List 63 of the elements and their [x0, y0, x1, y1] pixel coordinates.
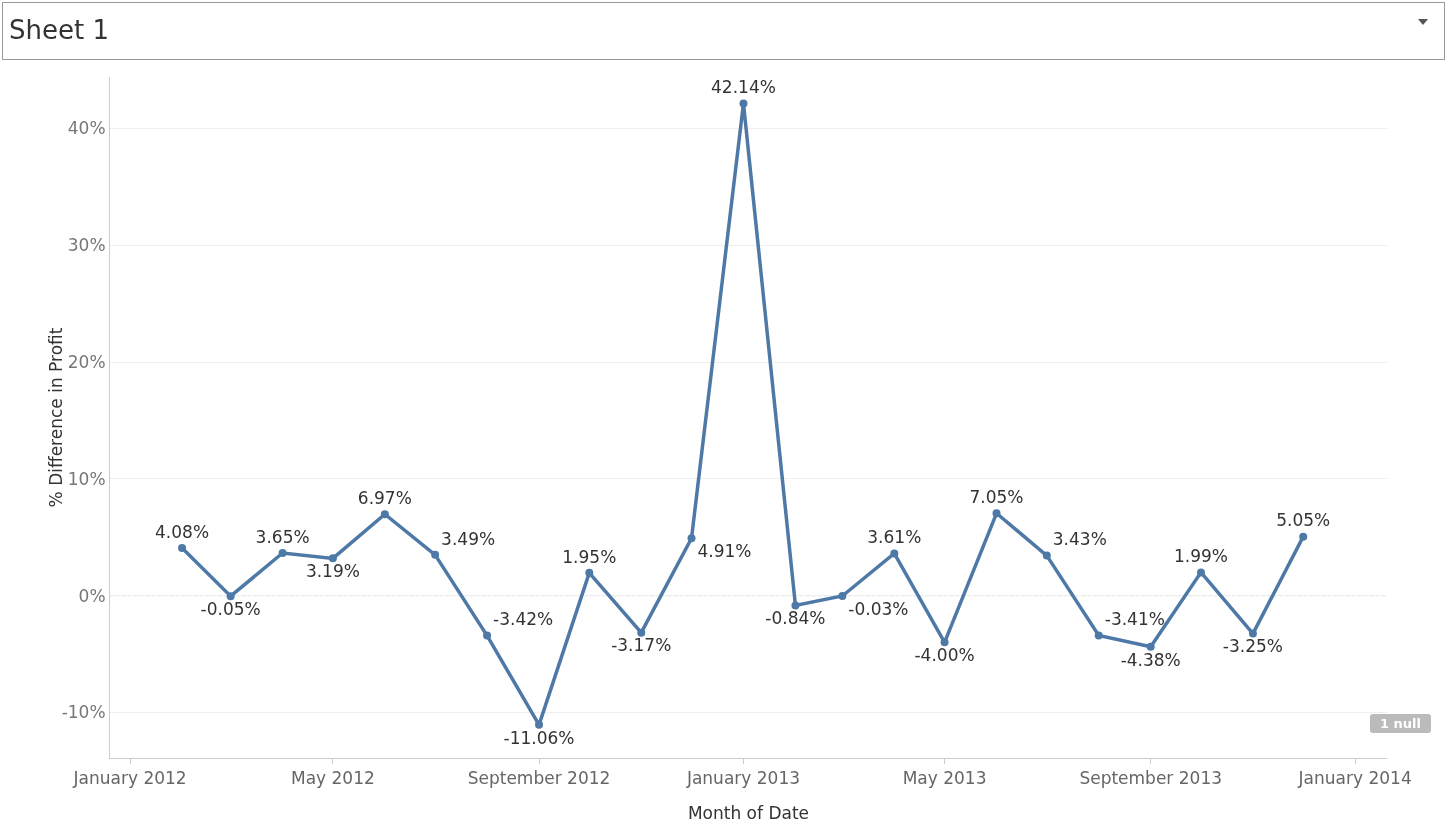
data-label: -11.06%	[503, 727, 575, 748]
point	[637, 628, 646, 637]
y-tick-label: 20%	[67, 351, 106, 372]
data-label: -3.25%	[1222, 636, 1283, 657]
data-label: 1.95%	[562, 546, 617, 567]
point	[585, 568, 594, 577]
y-axis-title: % Difference in Profit	[45, 327, 66, 508]
point	[278, 549, 287, 557]
x-tick-label: January 2013	[685, 768, 801, 789]
data-label: 6.97%	[357, 487, 412, 508]
data-label: -4.00%	[914, 645, 975, 666]
x-tick-label: September 2012	[467, 768, 611, 789]
point	[838, 591, 847, 600]
y-tick-label: -10%	[61, 702, 106, 723]
point	[1299, 532, 1308, 541]
data-label: -0.84%	[765, 608, 826, 629]
point	[226, 592, 235, 601]
data-label: 3.43%	[1052, 529, 1107, 550]
point	[687, 534, 696, 543]
data-label: 4.91%	[697, 541, 752, 562]
data-label: 42.14%	[711, 77, 776, 98]
data-label: 3.65%	[255, 526, 310, 547]
point	[1094, 631, 1103, 640]
x-tick-label: January 2012	[72, 768, 187, 789]
point	[535, 720, 544, 729]
data-label: 4.08%	[155, 521, 210, 542]
point	[431, 550, 440, 559]
y-tick-label: 40%	[67, 118, 106, 139]
point	[890, 549, 899, 558]
point	[739, 99, 748, 108]
x-axis-title: Month of Date	[687, 803, 810, 823]
data-label: 3.19%	[305, 561, 360, 582]
point	[328, 554, 337, 563]
point	[940, 638, 949, 647]
point	[791, 601, 800, 610]
data-label: -3.42%	[493, 609, 554, 630]
point	[1248, 629, 1257, 638]
y-tick-label: 30%	[67, 235, 106, 256]
annotation: 1 null	[1370, 714, 1431, 733]
data-label: 5.05%	[1276, 510, 1331, 531]
point	[992, 509, 1001, 518]
chart-title: Sheet 1	[9, 15, 109, 45]
point	[1146, 642, 1155, 651]
data-label: 3.61%	[867, 527, 922, 548]
point	[380, 510, 389, 519]
y-tick-label: 0%	[78, 585, 106, 606]
x-tick-label: January 2014	[1297, 768, 1412, 789]
x-tick-label: September 2013	[1079, 768, 1223, 789]
data-label: -3.17%	[611, 635, 672, 656]
data-label: -0.05%	[200, 598, 261, 619]
point	[178, 543, 187, 552]
x-tick-label: May 2013	[902, 768, 987, 789]
data-label: 1.99%	[1173, 546, 1228, 567]
point	[1042, 551, 1051, 560]
point	[483, 631, 492, 640]
data-label: 3.49%	[441, 528, 496, 549]
x-tick-label: May 2012	[290, 768, 375, 789]
point	[1196, 568, 1205, 577]
data-label: 7.05%	[969, 487, 1024, 508]
y-tick-label: 10%	[67, 468, 106, 489]
data-label: -4.38%	[1120, 649, 1181, 670]
data-label: -3.41%	[1104, 609, 1165, 630]
data-label: -0.03%	[848, 598, 909, 619]
